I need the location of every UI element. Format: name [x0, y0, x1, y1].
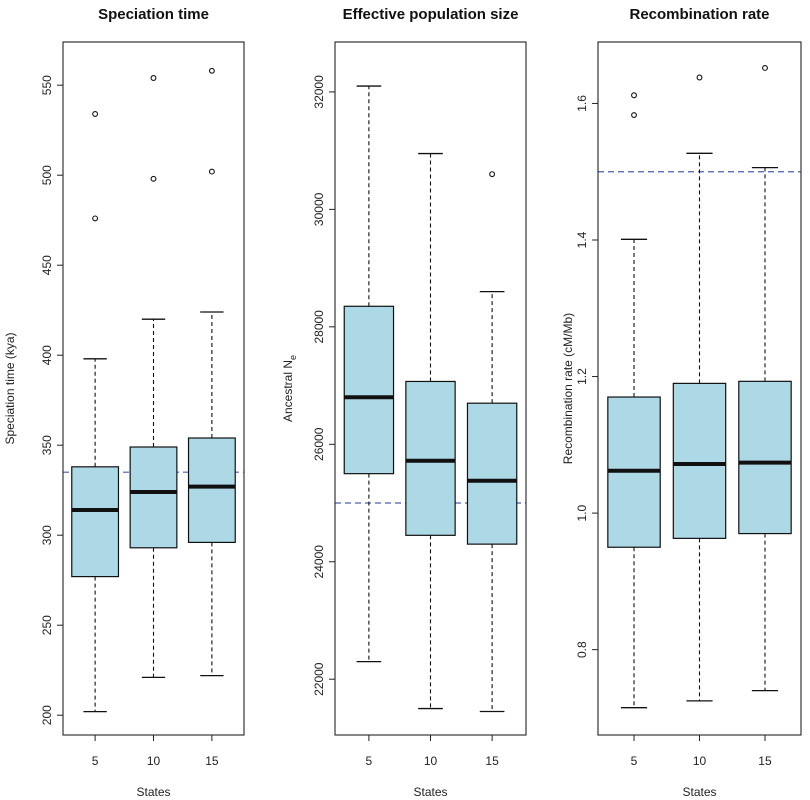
y-tick-label: 30000: [312, 192, 326, 226]
outlier-point: [92, 215, 99, 222]
box-iqr: [129, 446, 178, 549]
outlier-point: [208, 168, 215, 175]
box-iqr: [343, 305, 395, 475]
y-axis-label-text: Recombination rate (cM/Mb): [561, 313, 575, 464]
box-iqr: [405, 380, 456, 536]
y-tick-label: 350: [40, 435, 54, 455]
x-axis-label: States: [682, 785, 716, 799]
x-tick-label: 15: [485, 754, 499, 768]
y-axis-label-text: Ancestral N: [281, 360, 295, 422]
outlier-point: [631, 112, 637, 119]
y-tick-label: 250: [40, 615, 54, 635]
x-tick-label: 15: [205, 754, 219, 768]
x-tick-label: 10: [424, 754, 438, 768]
y-tick-label: 200: [40, 705, 54, 725]
y-tick-label: 1.2: [575, 368, 589, 385]
x-tick-label: 10: [147, 754, 161, 768]
y-tick-label: 28000: [312, 310, 326, 344]
y-axis-label: Speciation time (kya): [3, 332, 17, 444]
x-tick-label: 5: [92, 754, 99, 768]
y-axis-label-subscript: e: [288, 355, 298, 360]
outlier-point: [696, 74, 703, 81]
y-axis-label: Recombination rate (cM/Mb): [561, 313, 575, 464]
outlier-point: [631, 92, 637, 99]
outlier-point: [489, 171, 496, 178]
y-tick-label: 1.4: [575, 231, 589, 248]
box-10: [129, 75, 178, 679]
box-10: [405, 152, 456, 710]
box-5: [607, 92, 661, 709]
outlier-point: [150, 175, 157, 182]
x-tick-label: 15: [758, 754, 772, 768]
x-axis-label: States: [413, 785, 447, 799]
y-tick-label: 22000: [312, 662, 326, 696]
y-axis-label: Ancestral Ne: [281, 355, 298, 422]
y-tick-label: 500: [40, 165, 54, 185]
box-iqr: [672, 382, 727, 539]
chart-panel-2: Effective population size 22000 24000 26000…: [281, 6, 527, 799]
y-tick-label: 0.8: [575, 641, 589, 658]
y-tick-label: 1.0: [575, 504, 589, 521]
outlier-point: [762, 64, 768, 71]
y-tick-label: 550: [40, 75, 54, 95]
x-tick-label: 5: [366, 754, 373, 768]
x-axis-label: States: [136, 785, 170, 799]
y-tick-label: 24000: [312, 545, 326, 579]
y-tick-label: 26000: [312, 427, 326, 461]
box-15: [466, 171, 518, 713]
y-tick-label: 450: [40, 255, 54, 275]
chart-panel-1: Speciation time 200 250 300 350 400 450 500 550 5…: [3, 6, 245, 799]
y-tick-label: 400: [40, 345, 54, 365]
x-tick-label: 5: [631, 754, 638, 768]
box-15: [187, 67, 236, 677]
chart-title: Speciation time: [98, 6, 209, 23]
y-tick-label: 300: [40, 525, 54, 545]
x-tick-label: 10: [693, 754, 707, 768]
box-5: [71, 111, 120, 713]
chart-panel-3: Recombination rate 0.8 1.0 1.2 1.4 1.6 5 10 15 St…: [561, 6, 802, 799]
y-tick-label: 32000: [312, 75, 326, 109]
chart-title: Effective population size: [343, 6, 519, 23]
box-5: [343, 85, 395, 663]
box-10: [672, 74, 727, 702]
y-axis-label-text: Speciation time (kya): [3, 332, 17, 444]
outlier-point: [150, 75, 157, 81]
box-iqr: [738, 380, 792, 535]
outlier-point: [208, 67, 215, 74]
outlier-point: [92, 111, 99, 117]
box-iqr: [187, 437, 236, 544]
box-iqr: [466, 402, 518, 545]
y-tick-label: 1.6: [575, 95, 589, 112]
chart-title: Recombination rate: [629, 6, 769, 23]
box-iqr: [71, 466, 120, 578]
box-15: [738, 64, 792, 692]
